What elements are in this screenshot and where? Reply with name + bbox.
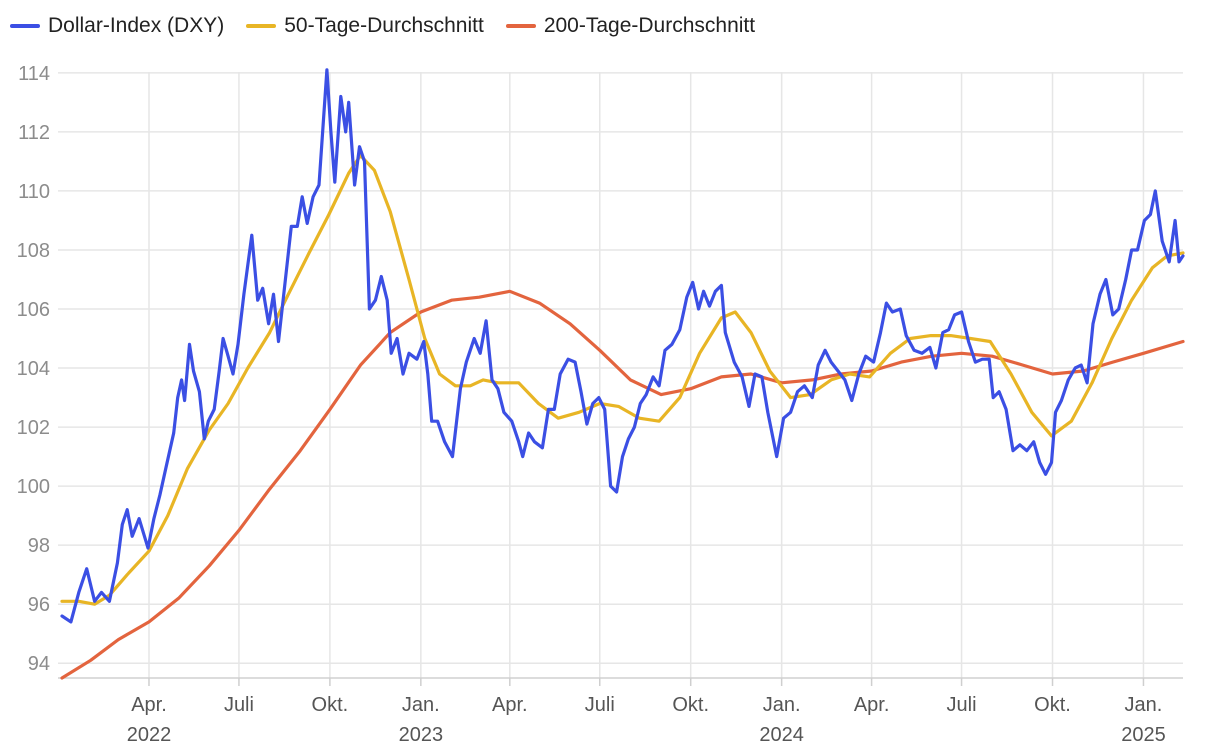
legend-swatch-50-day [246, 24, 277, 28]
x-tick-label: Apr. [131, 694, 167, 716]
y-tick-label: 112 [18, 122, 50, 144]
x-tick-label: Jan. [763, 694, 801, 716]
x-tick-label: Apr. [492, 694, 528, 716]
x-tick-year-label: 2022 [127, 724, 172, 746]
x-tick-year-label: 2025 [1121, 724, 1166, 746]
x-tick-label: Juli [585, 694, 615, 716]
series-lines [60, 68, 1185, 680]
legend-swatch-200-day [505, 24, 536, 28]
legend-label-dxy: Dollar-Index (DXY) [48, 14, 225, 37]
x-tick-label: Okt. [312, 694, 349, 716]
y-axis-ticks: 94 96 98 100 102 104 106 108 110 112 114 [17, 63, 50, 675]
y-tick-label: 96 [28, 594, 50, 616]
x-tick-year-label: 2024 [759, 724, 804, 746]
y-tick-label: 106 [17, 299, 50, 321]
legend-label-200-day: 200-Tage-Durchschnitt [543, 14, 756, 37]
ma50-line [60, 153, 1185, 606]
y-tick-label: 114 [18, 63, 50, 85]
legend-item-dxy[interactable]: Dollar-Index (DXY) [10, 14, 224, 38]
x-tick-year-label: 2023 [399, 724, 444, 746]
x-tick-label: Juli [224, 694, 254, 716]
x-tick-label: Jan. [1125, 694, 1163, 716]
x-tick-label: Okt. [672, 694, 709, 716]
x-tick-label: Okt. [1034, 694, 1071, 716]
y-tick-label: 108 [17, 240, 50, 262]
x-axis-ticks: Apr. 2022 Juli Okt. Jan. 2023 Apr. Juli Okt. Jan.… [127, 694, 1166, 746]
y-tick-label: 104 [17, 358, 50, 380]
dxy-line [60, 68, 1185, 624]
legend-item-200-day[interactable]: 200-Tage-Durchschnitt [505, 14, 756, 38]
y-tick-label: 98 [28, 535, 50, 557]
y-tick-label: 100 [17, 476, 50, 498]
y-tick-label: 94 [28, 653, 50, 675]
legend: Dollar-Index (DXY) 50-Tage-Durchschnitt … [10, 14, 755, 38]
ma200-line [60, 289, 1185, 680]
legend-label-50-day: 50-Tage-Durchschnitt [284, 14, 484, 37]
y-gridlines [58, 72, 1183, 664]
y-tick-label: 102 [17, 417, 50, 439]
x-tick-label: Juli [947, 694, 977, 716]
legend-swatch-dxy [10, 24, 40, 28]
x-tick-label: Apr. [854, 694, 890, 716]
x-tick-label: Jan. [402, 694, 440, 716]
y-tick-label: 110 [18, 181, 50, 203]
legend-item-50-day[interactable]: 50-Tage-Durchschnitt [246, 14, 484, 38]
